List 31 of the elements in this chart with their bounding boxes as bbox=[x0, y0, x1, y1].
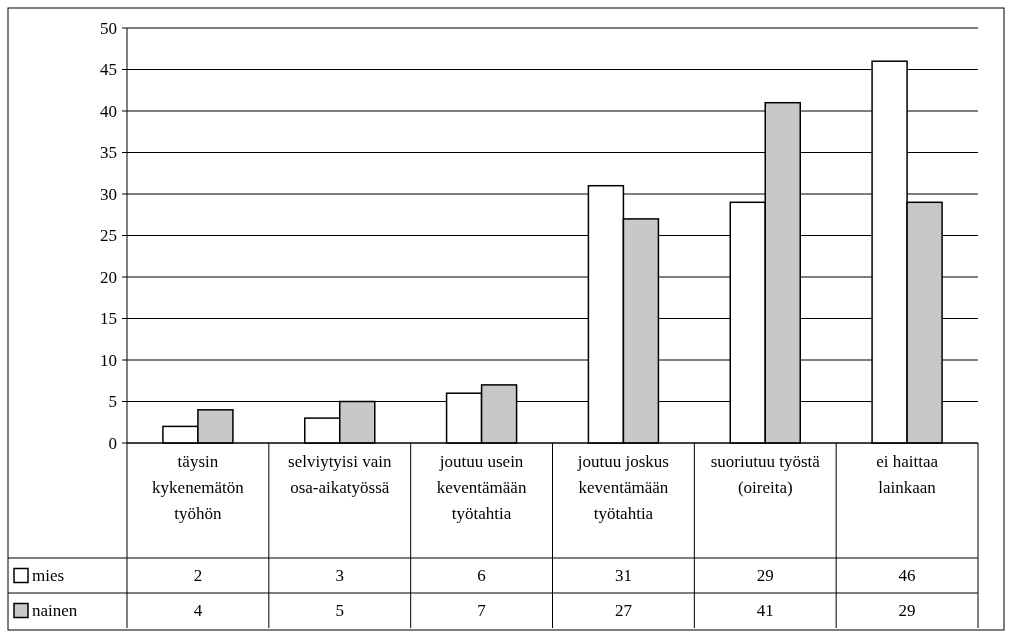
y-tick-label: 40 bbox=[100, 101, 117, 121]
x-tick-label: suoriutuu työstä (oireita) bbox=[710, 452, 821, 497]
data-label: 29 bbox=[898, 601, 916, 621]
data-label: 5 bbox=[335, 601, 344, 621]
y-tick-label: 50 bbox=[100, 18, 117, 38]
y-tick-label: 15 bbox=[100, 309, 117, 329]
x-tick-label: ei haittaa lainkaan bbox=[876, 452, 939, 497]
x-tick-label: joutuu usein keventämään työtahtia bbox=[436, 452, 527, 523]
y-tick-label: 35 bbox=[100, 143, 117, 163]
x-tick-label: täysin kykenemätön työhön bbox=[152, 452, 245, 523]
y-tick-label: 10 bbox=[100, 350, 117, 370]
data-label: 3 bbox=[335, 566, 344, 586]
data-label: 4 bbox=[193, 601, 203, 621]
y-tick-label: 5 bbox=[108, 392, 117, 412]
data-label: 29 bbox=[756, 566, 774, 586]
y-tick-label: 30 bbox=[100, 184, 117, 204]
data-label: 27 bbox=[614, 601, 633, 621]
x-tick-label: joutuu joskus keventämään työtahtia bbox=[576, 452, 669, 523]
y-tick-label: 0 bbox=[108, 433, 117, 453]
y-tick-label: 45 bbox=[100, 60, 117, 80]
data-label: 46 bbox=[898, 566, 916, 586]
data-label: 6 bbox=[477, 566, 486, 586]
data-label: 31 bbox=[614, 566, 632, 586]
legend-label: mies bbox=[32, 566, 65, 586]
data-label: 2 bbox=[193, 566, 203, 586]
x-tick-label: selviytyisi vain osa-aikatyössä bbox=[288, 452, 392, 497]
y-tick-label: 20 bbox=[100, 267, 117, 287]
data-label: 7 bbox=[477, 601, 487, 621]
data-label: 41 bbox=[756, 601, 774, 621]
y-tick-label: 25 bbox=[100, 226, 117, 246]
legend-label: nainen bbox=[32, 601, 78, 621]
